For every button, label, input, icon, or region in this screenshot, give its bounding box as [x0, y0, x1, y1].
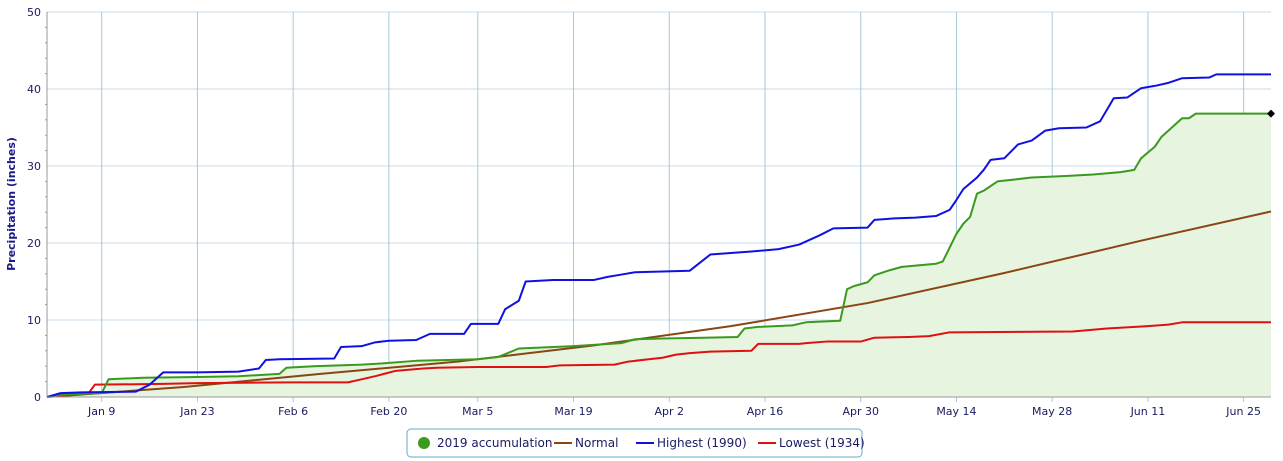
x-tick-label: Jan 9	[87, 405, 115, 418]
legend-label: Lowest (1934)	[779, 436, 865, 450]
y-tick-label: 20	[27, 237, 41, 250]
y-tick-label: 40	[27, 83, 41, 96]
x-tick-label: Mar 19	[554, 405, 592, 418]
y-tick-label: 0	[34, 391, 41, 404]
legend-label: 2019 accumulation	[437, 436, 552, 450]
legend-label: Highest (1990)	[657, 436, 747, 450]
legend: 2019 accumulation Normal Highest (1990) Low…	[407, 429, 865, 457]
y-tick-label: 50	[27, 6, 41, 19]
x-tick-label: Mar 5	[462, 405, 493, 418]
legend-label: Normal	[575, 436, 618, 450]
x-tick-label: Feb 20	[370, 405, 407, 418]
accumulation-area	[47, 114, 1271, 397]
x-tick-label: Jun 25	[1225, 405, 1261, 418]
x-tick-label: Apr 30	[842, 405, 879, 418]
legend-marker	[418, 437, 430, 449]
x-tick-label: Jun 11	[1130, 405, 1166, 418]
x-tick-label: Apr 16	[747, 405, 784, 418]
x-tick-label: Jan 23	[179, 405, 214, 418]
x-tick-label: Feb 6	[278, 405, 308, 418]
y-tick-label: 10	[27, 314, 41, 327]
y-tick-label: 30	[27, 160, 41, 173]
x-tick-label: Apr 2	[654, 405, 684, 418]
y-axis-title: Precipitation (inches)	[5, 137, 18, 271]
area-fill	[47, 114, 1271, 397]
x-tick-label: May 14	[936, 405, 976, 418]
x-tick-label: May 28	[1032, 405, 1072, 418]
